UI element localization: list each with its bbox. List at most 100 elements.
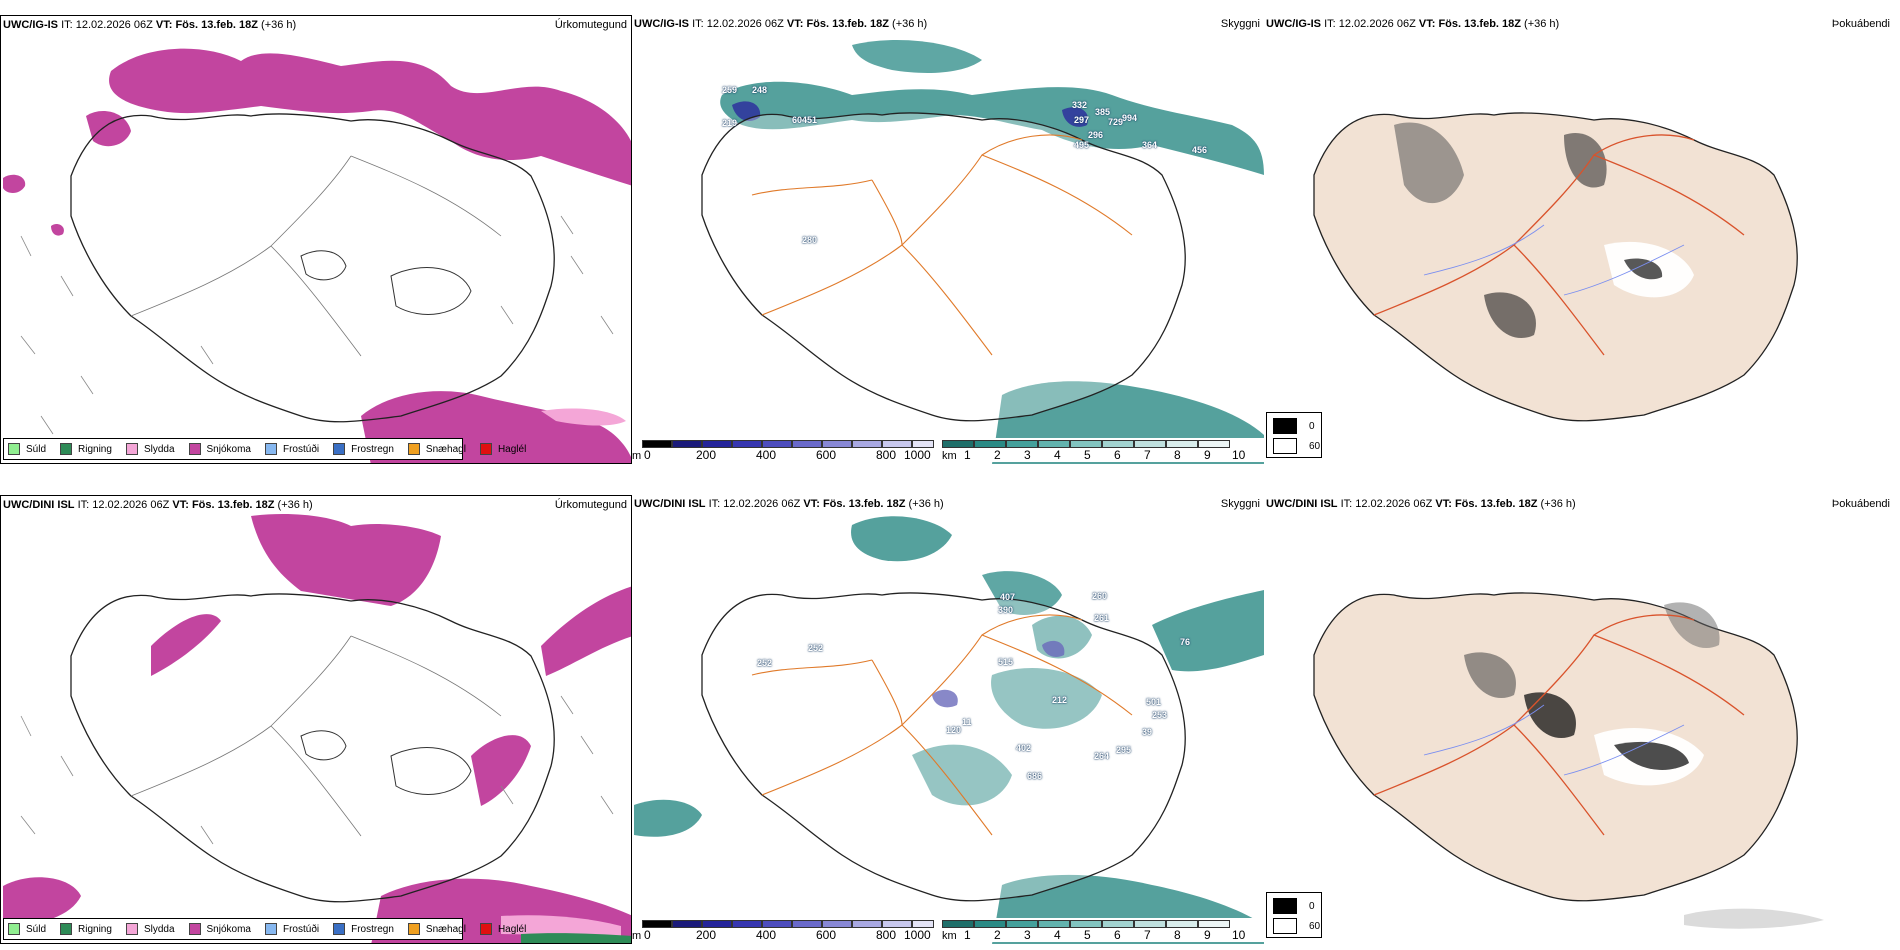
legend-swatch bbox=[407, 923, 420, 935]
coastline bbox=[70, 593, 555, 903]
ceiling-label: 729 bbox=[1108, 117, 1124, 127]
precip-legend-row1: Súld Rigning Slydda Snjókoma Frostúði Fr… bbox=[3, 438, 526, 460]
legend-item: Súld bbox=[8, 923, 46, 935]
cbar-segment bbox=[1198, 440, 1230, 448]
cbar-tick: 6 bbox=[1114, 448, 1121, 462]
cbar-segment bbox=[1006, 440, 1038, 448]
ceiling-label: 456 bbox=[1192, 145, 1208, 155]
ceiling-label: 364 bbox=[1142, 140, 1158, 150]
fog-shading bbox=[1464, 652, 1516, 699]
cbar-segment bbox=[1038, 920, 1070, 928]
snow-area bbox=[3, 877, 81, 926]
fog-legend-light: 60 bbox=[1273, 918, 1320, 934]
fog-shading bbox=[1524, 692, 1576, 739]
cbar-tick: 1000 bbox=[904, 448, 931, 462]
ceiling-label: 402 bbox=[1016, 743, 1032, 753]
legend-item: Snæhagl bbox=[407, 923, 466, 935]
cbar-segment bbox=[822, 440, 852, 448]
road-network bbox=[1373, 134, 1745, 356]
cbar-unit: m bbox=[632, 450, 642, 462]
cbar-tick: 8 bbox=[1174, 448, 1181, 462]
cbar-tick: 1 bbox=[964, 448, 971, 462]
fog-shading bbox=[1664, 602, 1720, 649]
cbar-segment bbox=[852, 920, 882, 928]
fog-variable-row1: Þokuábendi bbox=[1831, 18, 1890, 30]
cbar-segment bbox=[1038, 440, 1070, 448]
fog-title-row1: UWC/IG-IS IT: 12.02.2026 06Z VT: Fös. 13… bbox=[1266, 18, 1560, 30]
cbar-tick: 800 bbox=[876, 448, 897, 462]
ceiling-label: 120 bbox=[946, 725, 962, 735]
fog-legend-row1: 0 60 bbox=[1266, 412, 1322, 458]
ceiling-label: 515 bbox=[998, 657, 1014, 667]
visibility-panel-row2: UWC/DINI ISL IT: 12.02.2026 06Z VT: Fös.… bbox=[632, 495, 1264, 944]
cbar-tick: 3 bbox=[1024, 448, 1031, 462]
cbar-tick: 4 bbox=[1054, 448, 1061, 462]
legend-swatch bbox=[60, 443, 73, 455]
low-ceiling-area bbox=[732, 101, 761, 121]
snow-area bbox=[109, 48, 631, 186]
precip-panel-row1: UWC/IG-IS IT: 12.02.2026 06Z VT: Fös. 13… bbox=[0, 15, 632, 464]
cbar-segment bbox=[672, 920, 702, 928]
cbar-tick: 800 bbox=[876, 928, 897, 942]
cbar-tick: 0 bbox=[644, 448, 651, 462]
snow-area bbox=[51, 223, 64, 236]
ceiling-label: 385 bbox=[1095, 107, 1111, 117]
visibility-panel-row1: UWC/IG-IS IT: 12.02.2026 06Z VT: Fös. 13… bbox=[632, 15, 1264, 464]
cbar-segment bbox=[974, 920, 1006, 928]
legend-item: Rigning bbox=[60, 443, 112, 455]
cbar-unit: m bbox=[632, 930, 642, 942]
cbar-tick: 5 bbox=[1084, 448, 1091, 462]
ceiling-label: 501 bbox=[1146, 697, 1162, 707]
cbar-segment bbox=[762, 920, 792, 928]
cbar-tick: 7 bbox=[1144, 448, 1151, 462]
sleet-area bbox=[501, 915, 621, 936]
snow-area bbox=[151, 614, 221, 676]
river-network bbox=[1423, 704, 1685, 776]
cbar-tick: 600 bbox=[816, 928, 837, 942]
cbar-tick: 5 bbox=[1084, 928, 1091, 942]
cbar-segment bbox=[1166, 920, 1198, 928]
visibility-variable-row1: Skyggni bbox=[1220, 18, 1260, 30]
fog-shading bbox=[1564, 133, 1607, 188]
legend-swatch bbox=[264, 443, 277, 455]
cbar-tick: 2 bbox=[994, 448, 1001, 462]
fog-shading bbox=[1484, 292, 1536, 339]
ceiling-label: 259 bbox=[722, 85, 738, 95]
land-area bbox=[1313, 112, 1798, 422]
road-network bbox=[751, 134, 1133, 356]
low-visibility-area bbox=[991, 667, 1102, 729]
ceiling-label: 390 bbox=[998, 605, 1014, 615]
ceiling-label: 260 bbox=[1092, 591, 1108, 601]
wind-barbs bbox=[20, 695, 614, 845]
legend-swatch bbox=[407, 443, 420, 455]
cbar-segment bbox=[912, 440, 934, 448]
cbar-tick: 10 bbox=[1232, 448, 1246, 462]
sleet-area bbox=[541, 408, 626, 426]
snow-area bbox=[541, 586, 631, 676]
fog-map-row1 bbox=[1313, 112, 1798, 422]
legend-item: Snæhagl bbox=[407, 443, 466, 455]
low-visibility-area bbox=[634, 799, 702, 837]
precip-legend-row2: Súld Rigning Slydda Snjókoma Frostúði Fr… bbox=[3, 918, 526, 940]
cbar-tick: 200 bbox=[696, 928, 717, 942]
visibility-title-row1: UWC/IG-IS IT: 12.02.2026 06Z VT: Fös. 13… bbox=[634, 18, 928, 30]
legend-item: Frostúði bbox=[264, 443, 319, 455]
cbar-segment bbox=[974, 440, 1006, 448]
ceiling-label: 686 bbox=[1027, 771, 1043, 781]
legend-swatch bbox=[1273, 438, 1297, 454]
cbar-tick: 400 bbox=[756, 928, 777, 942]
snow-area bbox=[3, 174, 26, 193]
ceiling-label: 264 bbox=[1094, 751, 1110, 761]
cbar-segment bbox=[942, 920, 974, 928]
visibility-title-row2: UWC/DINI ISL IT: 12.02.2026 06Z VT: Fös.… bbox=[634, 498, 944, 510]
cbar-tick: 1000 bbox=[904, 928, 931, 942]
cbar-segment bbox=[1070, 920, 1102, 928]
ceiling-label: 297 bbox=[1074, 115, 1090, 125]
legend-item: Slydda bbox=[125, 923, 175, 935]
cbar-tick: 2 bbox=[994, 928, 1001, 942]
legend-swatch bbox=[8, 443, 20, 455]
legend-swatch bbox=[1273, 898, 1297, 914]
cbar-tick: 7 bbox=[1144, 928, 1151, 942]
ceiling-label: 495 bbox=[1074, 140, 1090, 150]
legend-swatch bbox=[8, 923, 20, 935]
